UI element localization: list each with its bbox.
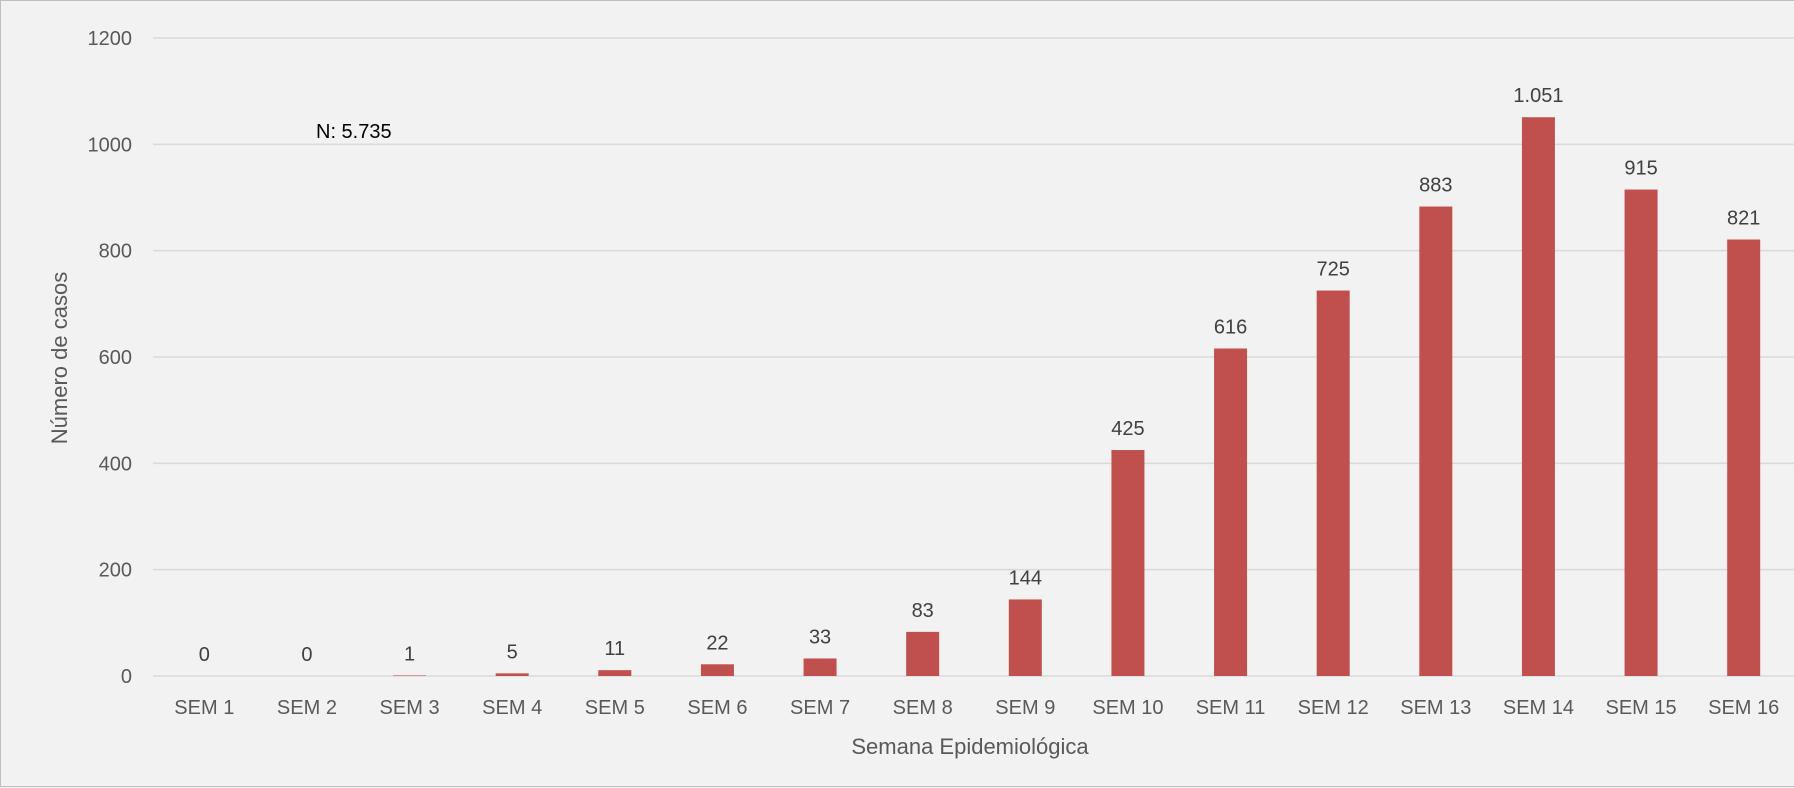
x-tick-label: SEM 9 bbox=[995, 697, 1055, 719]
bar bbox=[1727, 239, 1761, 677]
bar bbox=[1111, 450, 1145, 676]
data-label: 616 bbox=[1214, 316, 1247, 338]
x-tick-label: SEM 4 bbox=[482, 697, 542, 719]
x-tick-label: SEM 5 bbox=[585, 697, 645, 719]
data-label: 1.051 bbox=[1513, 85, 1563, 107]
x-tick-label: SEM 15 bbox=[1605, 697, 1676, 719]
x-tick-label: SEM 3 bbox=[380, 697, 440, 719]
bar bbox=[393, 675, 427, 676]
bar bbox=[495, 673, 529, 676]
x-axis-title: Semana Epidemiológica bbox=[851, 734, 1089, 759]
bar bbox=[700, 664, 734, 676]
x-tick-label: SEM 11 bbox=[1196, 697, 1266, 719]
bar bbox=[1214, 348, 1248, 676]
data-label: 11 bbox=[604, 638, 625, 660]
x-tick-label: SEM 8 bbox=[893, 697, 953, 719]
x-tick-label: SEM 14 bbox=[1503, 697, 1574, 719]
x-tick-label: SEM 12 bbox=[1298, 697, 1369, 719]
x-tick-label: SEM 6 bbox=[687, 697, 747, 719]
y-axis-ticks: 0 200 400 600 800 1000 1200 bbox=[88, 28, 133, 688]
y-tick-label: 400 bbox=[99, 453, 132, 475]
data-labels: 0 0 1 5 11 22 33 83 144 425 616 725 883 1.051 915 821 bbox=[199, 85, 1761, 666]
y-tick-label: 600 bbox=[99, 347, 132, 369]
bars bbox=[393, 117, 1761, 677]
data-label: 1 bbox=[404, 643, 415, 665]
x-axis-ticks: SEM 1 SEM 2 SEM 3 SEM 4 SEM 5 SEM 6 SEM 7 SEM 8… bbox=[174, 697, 1779, 719]
y-tick-label: 0 bbox=[121, 666, 132, 688]
bar bbox=[1316, 290, 1350, 676]
data-label: 883 bbox=[1419, 175, 1452, 197]
y-tick-label: 200 bbox=[99, 560, 132, 582]
data-label: 0 bbox=[199, 644, 210, 666]
data-label: 915 bbox=[1624, 158, 1657, 180]
gridlines bbox=[153, 37, 1794, 677]
y-tick-label: 1000 bbox=[88, 134, 133, 156]
data-label: 0 bbox=[301, 644, 312, 666]
y-tick-label: 1200 bbox=[88, 28, 133, 50]
x-tick-label: SEM 7 bbox=[790, 697, 850, 719]
y-axis-title: Número de casos bbox=[47, 272, 72, 444]
x-tick-label: SEM 10 bbox=[1092, 697, 1163, 719]
bar bbox=[803, 658, 837, 676]
data-label: 821 bbox=[1727, 208, 1760, 230]
data-label: 425 bbox=[1111, 418, 1144, 440]
sample-size-annotation: N: 5.735 bbox=[316, 121, 392, 143]
bar bbox=[1008, 599, 1042, 676]
x-tick-label: SEM 1 bbox=[174, 697, 234, 719]
bar bbox=[1521, 117, 1555, 677]
bar bbox=[598, 670, 632, 676]
data-label: 22 bbox=[706, 632, 728, 654]
bar bbox=[906, 631, 940, 676]
data-label: 33 bbox=[809, 626, 831, 648]
data-label: 144 bbox=[1009, 567, 1042, 589]
x-tick-label: SEM 16 bbox=[1708, 697, 1779, 719]
x-tick-label: SEM 13 bbox=[1400, 697, 1471, 719]
bar bbox=[1624, 189, 1658, 676]
data-label: 725 bbox=[1317, 259, 1350, 281]
bar bbox=[1419, 206, 1453, 676]
data-label: 5 bbox=[507, 641, 518, 663]
y-tick-label: 800 bbox=[99, 241, 132, 263]
x-tick-label: SEM 2 bbox=[277, 697, 337, 719]
data-label: 83 bbox=[912, 600, 934, 622]
